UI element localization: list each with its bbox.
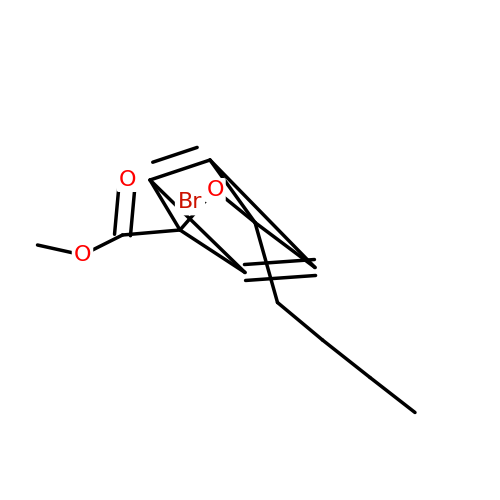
- Text: O: O: [206, 180, 224, 200]
- Text: O: O: [74, 245, 91, 265]
- Text: Br: Br: [178, 192, 202, 212]
- Text: O: O: [119, 170, 136, 190]
